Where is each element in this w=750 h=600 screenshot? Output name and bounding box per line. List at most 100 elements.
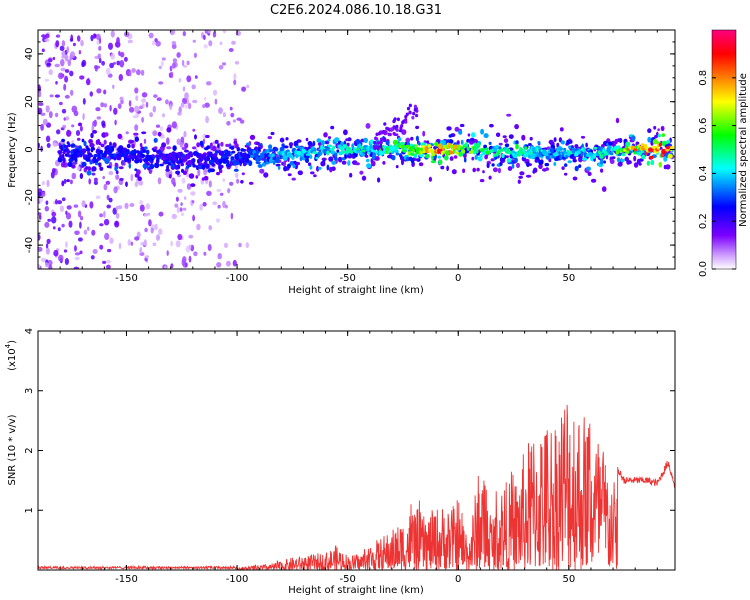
- spectrogram-cell: [216, 218, 220, 223]
- spectrogram-cell: [440, 150, 444, 156]
- spectrogram-cell: [192, 39, 196, 43]
- spectrogram-cell: [460, 146, 465, 151]
- spectrogram-cell: [272, 156, 276, 161]
- spectrogram-cell: [153, 146, 158, 150]
- spectrogram-cell: [394, 149, 399, 154]
- spectrogram-cell: [599, 154, 604, 159]
- spectrogram-cell: [88, 154, 94, 158]
- spectrogram-cell: [130, 173, 134, 182]
- spectrogram-cell: [222, 178, 226, 182]
- spectrogram-cell: [88, 139, 93, 144]
- spectrogram-cell: [99, 223, 104, 227]
- spectrogram-cell: [179, 207, 183, 212]
- spectrogram-cell: [488, 141, 492, 145]
- spectrogram-cell: [38, 233, 41, 241]
- spectrogram-cell: [340, 141, 344, 145]
- spectrogram-cell: [234, 160, 240, 166]
- spectrogram-cell: [533, 167, 538, 173]
- spectrogram-cell: [109, 149, 113, 154]
- spectrogram-cell: [134, 236, 140, 241]
- spectrogram-cell: [382, 161, 386, 165]
- spectrogram-cell: [312, 140, 316, 147]
- spectrogram-cell: [209, 168, 216, 173]
- spectrogram-cell: [46, 62, 52, 66]
- spectrogram-cell: [230, 145, 235, 150]
- spectrogram-cell: [225, 143, 230, 147]
- spectrogram-cell: [593, 146, 598, 150]
- spectrogram-cell: [149, 163, 155, 170]
- spectrogram-cell: [492, 167, 498, 173]
- spectrogram-cell: [121, 152, 126, 158]
- spectrogram-cell: [316, 138, 322, 143]
- spectrogram-cell: [77, 237, 83, 242]
- spectrogram-cell: [205, 134, 210, 139]
- spectrogram-cell: [119, 96, 124, 101]
- spectrogram-cell: [98, 58, 102, 64]
- spectrogram-cell: [355, 138, 360, 145]
- spectrogram-cell: [65, 241, 68, 248]
- spectrogram-cell: [109, 141, 112, 147]
- spectrogram-cell: [83, 140, 87, 147]
- spectrogram-cell: [333, 156, 338, 161]
- spectrogram-cell: [354, 162, 360, 166]
- spectrogram-cell: [470, 132, 476, 138]
- spectrogram-cell: [38, 107, 43, 115]
- spectrogram-cell: [103, 103, 107, 108]
- spectrogram-cell: [69, 38, 74, 42]
- spectrogram-cell: [615, 117, 620, 124]
- y-tick-label: 0: [24, 146, 35, 152]
- spectrogram-cell: [259, 168, 265, 174]
- spectrogram-cell: [70, 143, 76, 148]
- spectrogram-cell: [141, 92, 148, 98]
- x-tick-label: -150: [115, 273, 138, 284]
- spectrogram-marks: [38, 30, 675, 269]
- spectrogram-cell: [346, 142, 350, 147]
- spectrogram-cell: [192, 146, 197, 150]
- spectrogram-cell: [488, 175, 492, 180]
- y-tick-label: 20: [24, 95, 35, 108]
- spectrogram-cell: [582, 157, 588, 161]
- spectrogram-cell: [55, 81, 58, 85]
- spectrogram-cell: [491, 163, 495, 167]
- spectrogram-cell: [110, 154, 114, 160]
- spectrogram-cell: [448, 134, 453, 138]
- spectrogram-cell: [38, 246, 43, 252]
- spectrogram-cell: [117, 205, 123, 210]
- spectrogram-cell: [236, 146, 240, 152]
- spectrogram-cell: [68, 220, 73, 228]
- spectrogram-cell: [100, 143, 105, 148]
- spectrogram-cell: [225, 159, 230, 164]
- spectrogram-cell: [182, 97, 187, 105]
- spectrogram-cell: [658, 161, 663, 168]
- spectrogram-cell: [295, 145, 301, 149]
- spectrogram-cell: [609, 158, 615, 165]
- spectrogram-cell: [390, 145, 397, 151]
- spectrogram-cell: [166, 250, 169, 256]
- spectrogram-cell: [442, 145, 448, 149]
- spectrogram-cell: [568, 139, 573, 144]
- spectrogram-cell: [45, 247, 51, 255]
- spectrogram-cell: [626, 160, 632, 165]
- spectrogram-cell: [332, 145, 336, 150]
- spectrogram-cell: [61, 197, 66, 202]
- spectrogram-cell: [275, 163, 281, 167]
- spectrogram-cell: [411, 115, 415, 120]
- snr-axes: -150 -100 -50 0 50 1 2 3 4: [24, 328, 675, 585]
- spectrogram-cell: [136, 169, 141, 175]
- spectrogram-cell: [304, 146, 308, 150]
- colorbar-tick-label: 0.8: [698, 70, 709, 86]
- spectrogram-cell: [190, 183, 196, 188]
- spectrogram-cell: [230, 112, 235, 118]
- spectrogram-cell: [208, 225, 212, 231]
- spectrogram-cell: [263, 172, 269, 178]
- spectrogram-cell: [218, 107, 223, 114]
- spectrogram-cell: [157, 131, 162, 137]
- spectrogram-cell: [645, 151, 648, 155]
- spectrogram-cell: [203, 44, 208, 49]
- spectrogram-cell: [196, 153, 201, 159]
- spectrogram-cell: [120, 51, 125, 58]
- spectrogram-cell: [633, 148, 638, 152]
- spectrogram-cell: [57, 72, 64, 80]
- spectrogram-cell: [38, 212, 42, 216]
- spectrogram-cell: [79, 173, 84, 179]
